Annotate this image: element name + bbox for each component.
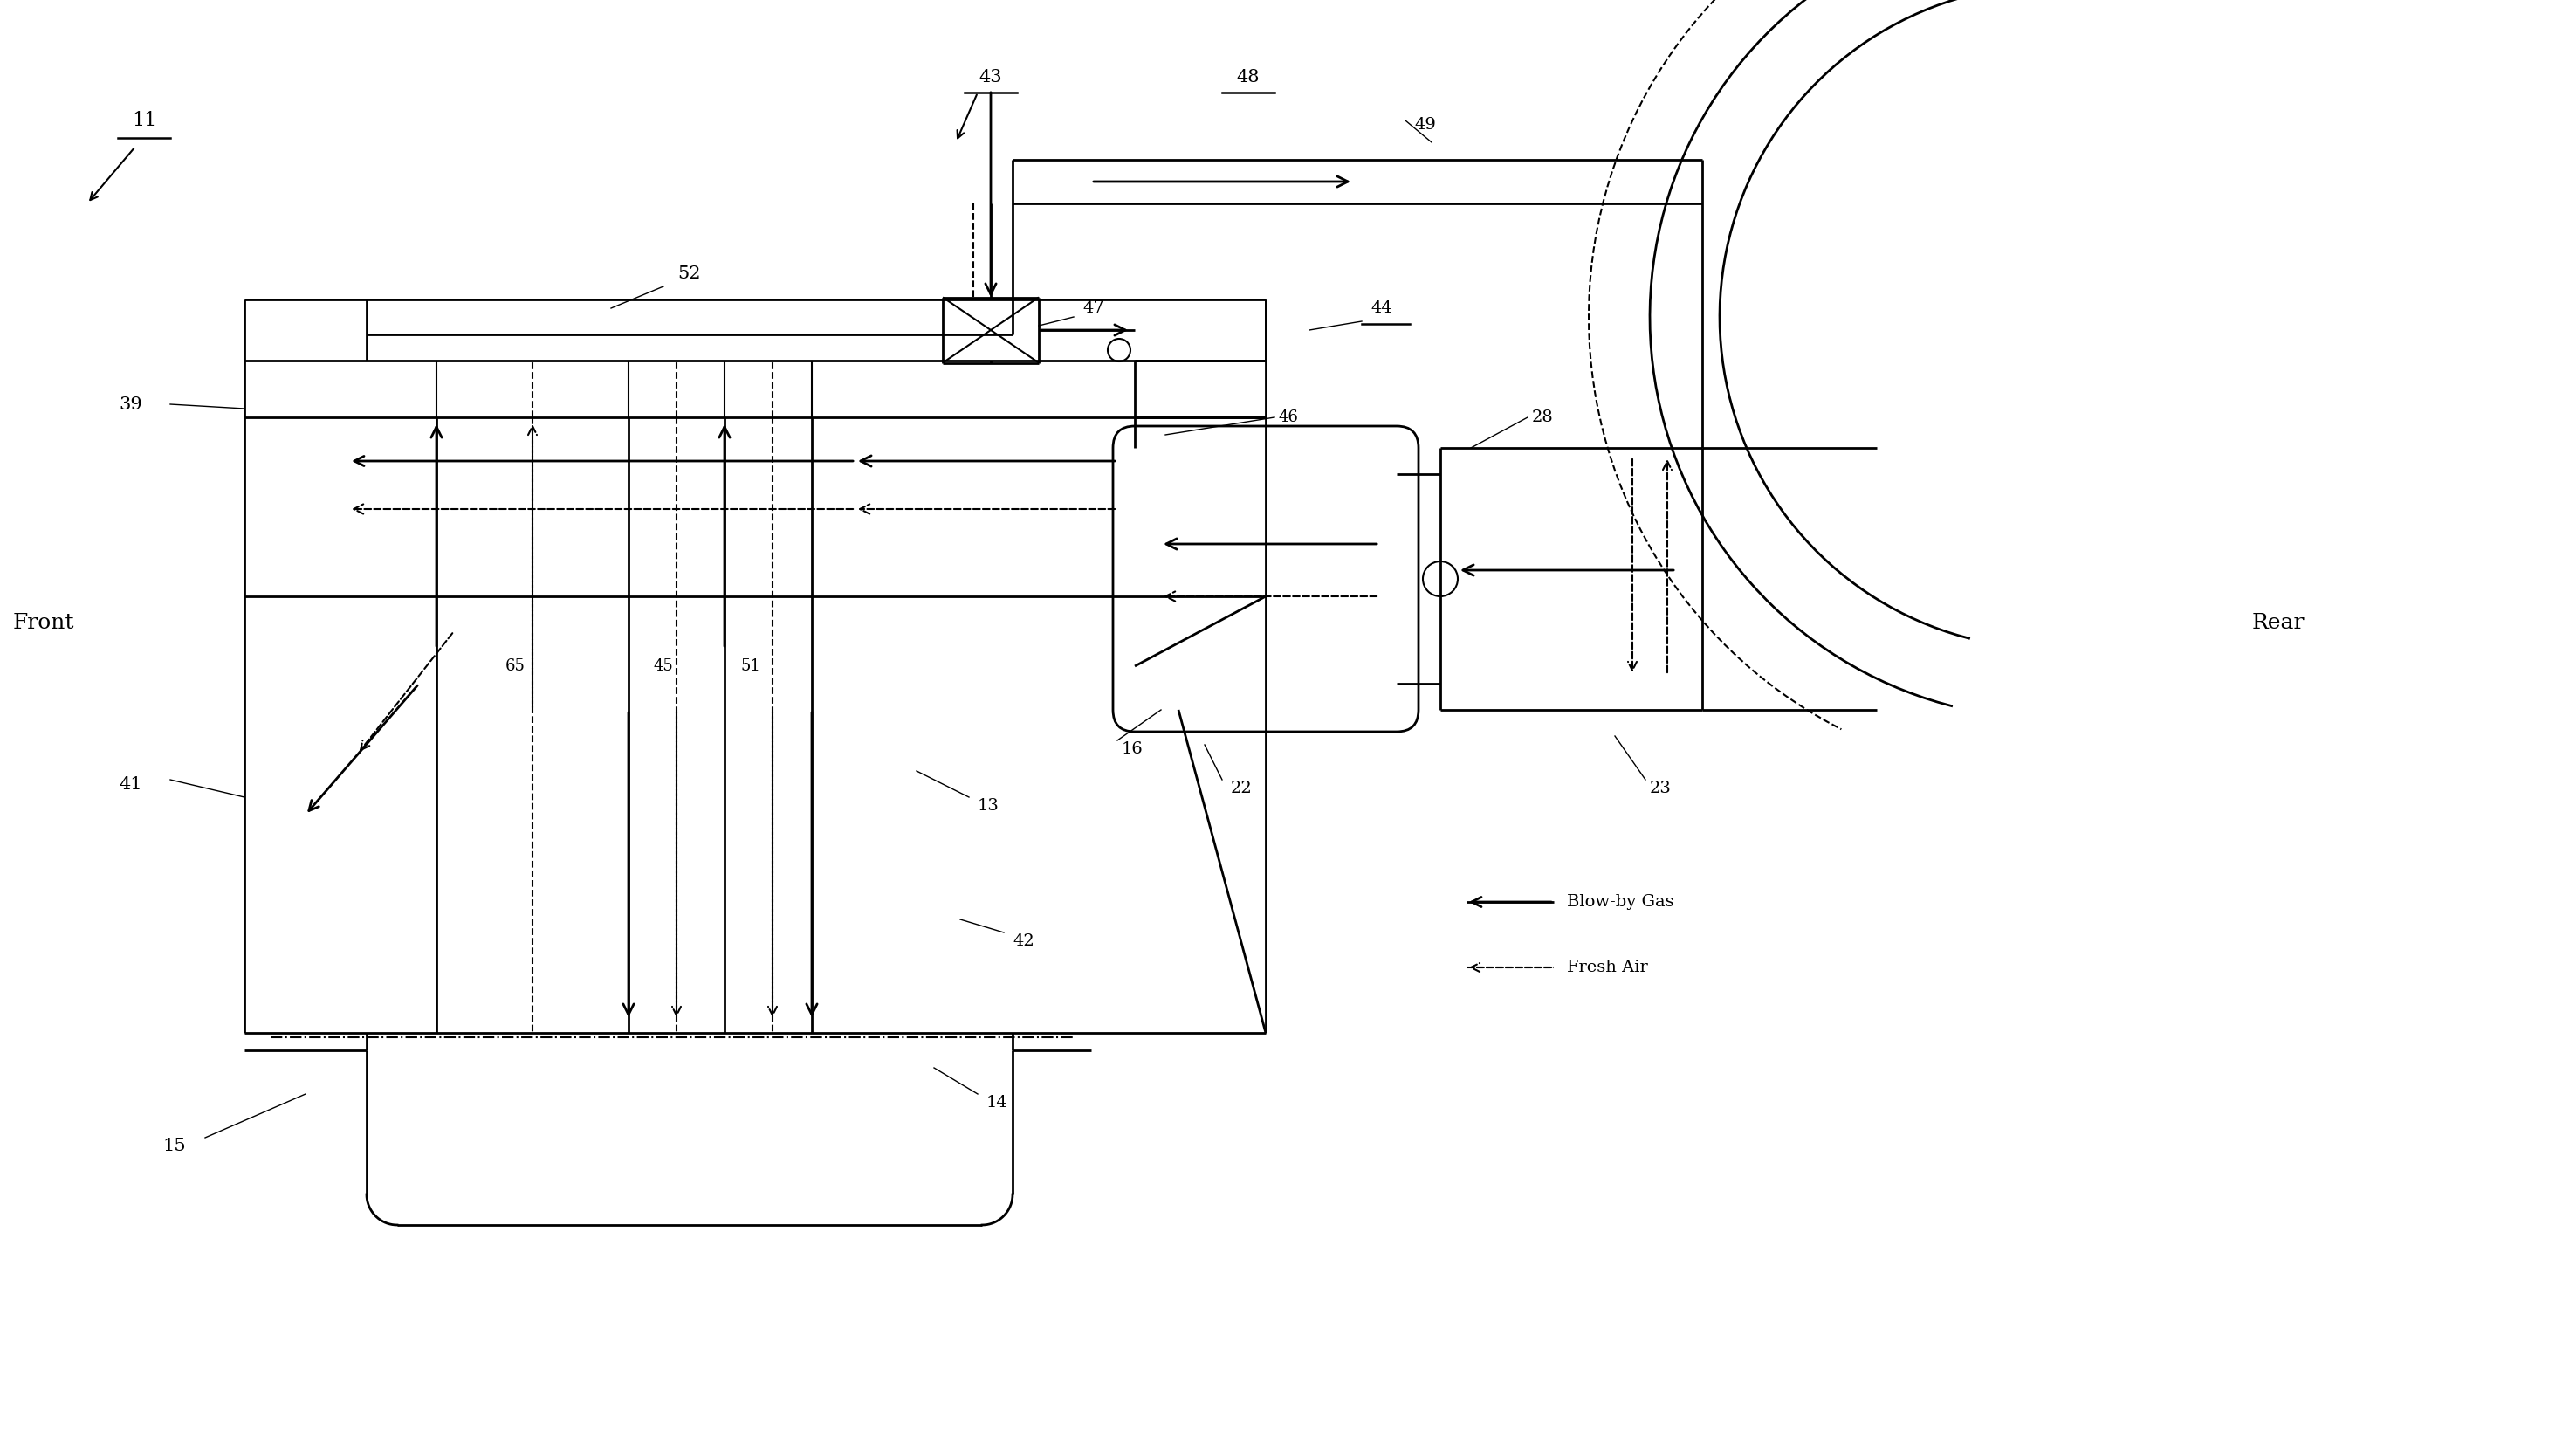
- Text: 47: 47: [1082, 301, 1105, 317]
- Text: Fresh Air: Fresh Air: [1566, 960, 1649, 976]
- Text: 15: 15: [162, 1138, 185, 1154]
- Text: 45: 45: [654, 658, 672, 674]
- Text: 22: 22: [1231, 781, 1252, 796]
- Text: 48: 48: [1236, 68, 1260, 86]
- Text: 44: 44: [1370, 301, 1391, 317]
- Text: 23: 23: [1649, 781, 1672, 796]
- Text: 46: 46: [1278, 409, 1298, 425]
- Text: 41: 41: [118, 775, 142, 793]
- Text: Blow-by Gas: Blow-by Gas: [1566, 894, 1674, 910]
- Text: 11: 11: [131, 110, 157, 131]
- Text: 65: 65: [505, 658, 526, 674]
- Text: 14: 14: [987, 1095, 1007, 1111]
- Text: 39: 39: [118, 396, 142, 412]
- Text: 51: 51: [742, 658, 760, 674]
- Text: 28: 28: [1533, 409, 1553, 425]
- Text: Front: Front: [13, 613, 75, 633]
- Text: 52: 52: [677, 266, 701, 282]
- Text: 16: 16: [1121, 742, 1144, 756]
- Text: 43: 43: [979, 68, 1002, 86]
- Text: 42: 42: [1012, 934, 1033, 950]
- Text: Rear: Rear: [2251, 613, 2306, 633]
- Text: 13: 13: [979, 799, 999, 813]
- Text: 49: 49: [1414, 118, 1435, 132]
